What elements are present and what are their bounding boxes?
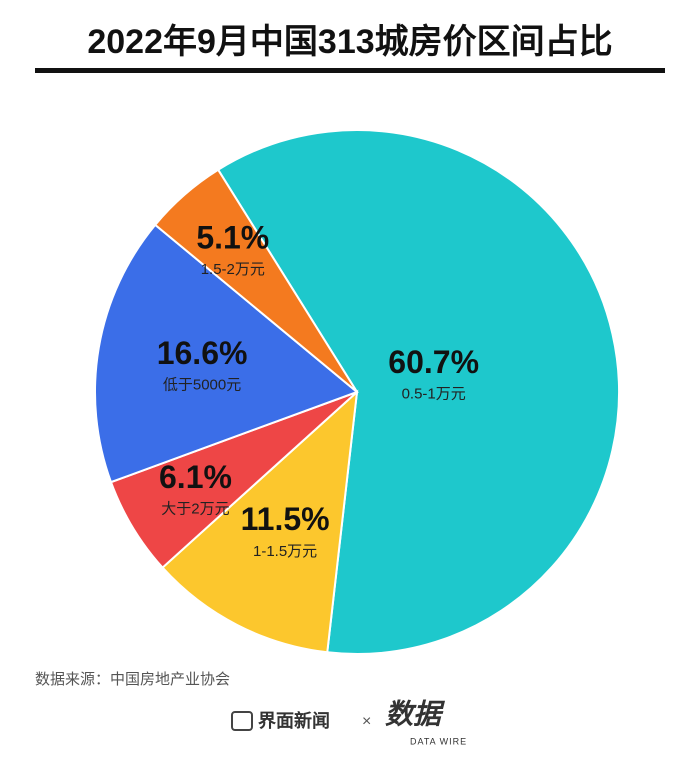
chart-title: 2022年9月中国313城房价区间占比 — [87, 23, 612, 61]
value-label: 60.7% — [388, 344, 479, 380]
category-label: 大于2万元 — [161, 500, 229, 517]
pie: 60.7% 0.5-1万元 11.5% 1-1.5万元 6.1% 大于2万元 16.6% 低于… — [94, 128, 620, 655]
logo-sub: DATA WIRE — [410, 736, 467, 746]
brand-icon — [231, 711, 253, 731]
brand-name: 界面新闻 — [258, 710, 330, 731]
value-label: 16.6% — [157, 335, 248, 371]
value-label: 6.1% — [159, 459, 232, 495]
category-label: 低于5000元 — [163, 376, 241, 393]
category-label: 1-1.5万元 — [253, 543, 317, 560]
brand-separator: × — [362, 713, 371, 730]
value-label: 5.1% — [196, 219, 269, 255]
pie-slice — [161, 389, 359, 654]
pie-slice — [94, 223, 359, 484]
category-label: 1.5-2万元 — [201, 261, 265, 278]
source-note: 数据来源：中国房地产业协会 — [35, 671, 230, 688]
logo: 数据 — [385, 698, 446, 729]
value-label: 11.5% — [241, 501, 330, 537]
title-rule — [35, 68, 665, 73]
pie-slice — [153, 168, 358, 393]
category-label: 0.5-1万元 — [402, 386, 466, 403]
pie-slice — [216, 128, 620, 655]
